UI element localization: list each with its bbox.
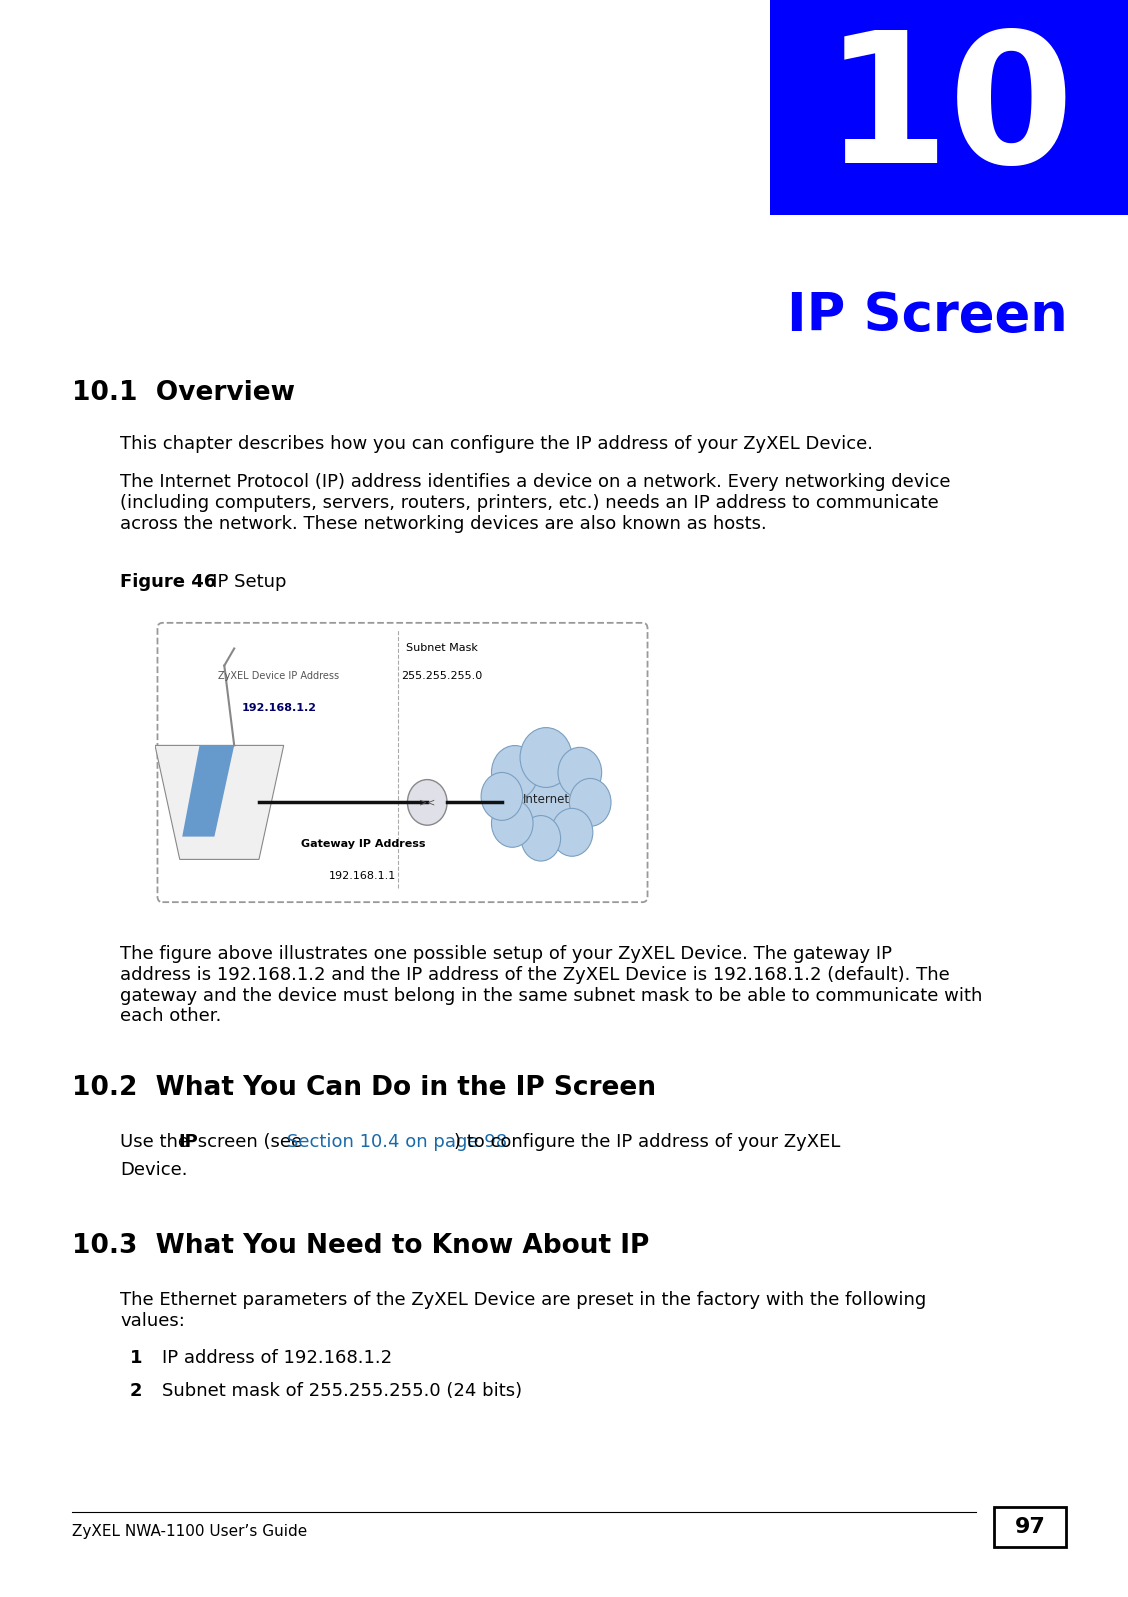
Ellipse shape bbox=[500, 763, 593, 842]
Circle shape bbox=[552, 808, 593, 856]
Text: ZyXEL Device IP Address: ZyXEL Device IP Address bbox=[218, 671, 340, 682]
Text: 10.2  What You Can Do in the IP Screen: 10.2 What You Can Do in the IP Screen bbox=[72, 1075, 656, 1100]
Text: 1: 1 bbox=[130, 1349, 142, 1367]
Circle shape bbox=[520, 728, 572, 787]
Text: IP Screen: IP Screen bbox=[787, 291, 1068, 342]
Text: Subnet Mask: Subnet Mask bbox=[406, 644, 478, 653]
Text: 97: 97 bbox=[1014, 1517, 1046, 1536]
Text: Internet: Internet bbox=[522, 794, 570, 806]
Circle shape bbox=[481, 773, 522, 821]
Text: Device.: Device. bbox=[120, 1161, 187, 1179]
Circle shape bbox=[492, 746, 538, 800]
Text: ><: >< bbox=[420, 797, 435, 808]
Circle shape bbox=[407, 779, 447, 826]
Polygon shape bbox=[183, 746, 235, 837]
Text: Gateway IP Address: Gateway IP Address bbox=[301, 840, 425, 850]
Text: 192.168.1.1: 192.168.1.1 bbox=[329, 870, 397, 882]
Circle shape bbox=[558, 747, 601, 797]
Text: IP: IP bbox=[178, 1132, 197, 1151]
Text: The Ethernet parameters of the ZyXEL Device are preset in the factory with the f: The Ethernet parameters of the ZyXEL Dev… bbox=[120, 1290, 926, 1330]
Text: Figure 46: Figure 46 bbox=[120, 573, 217, 591]
Text: Use the: Use the bbox=[120, 1132, 195, 1151]
Text: 255.255.255.0: 255.255.255.0 bbox=[402, 671, 483, 682]
Circle shape bbox=[492, 800, 534, 848]
Bar bbox=[994, 1508, 1066, 1547]
Text: 10.1  Overview: 10.1 Overview bbox=[72, 380, 296, 406]
Text: This chapter describes how you can configure the IP address of your ZyXEL Device: This chapter describes how you can confi… bbox=[120, 434, 873, 454]
Text: 192.168.1.2: 192.168.1.2 bbox=[241, 703, 316, 712]
Text: screen (see: screen (see bbox=[193, 1132, 308, 1151]
Text: ZyXEL NWA-1100 User’s Guide: ZyXEL NWA-1100 User’s Guide bbox=[72, 1524, 307, 1540]
Text: IP Setup: IP Setup bbox=[195, 573, 287, 591]
Text: 10.3  What You Need to Know About IP: 10.3 What You Need to Know About IP bbox=[72, 1233, 650, 1258]
Text: The Internet Protocol (IP) address identifies a device on a network. Every netwo: The Internet Protocol (IP) address ident… bbox=[120, 473, 951, 533]
Text: Subnet mask of 255.255.255.0 (24 bits): Subnet mask of 255.255.255.0 (24 bits) bbox=[162, 1381, 522, 1401]
Polygon shape bbox=[155, 746, 284, 859]
Text: Section 10.4 on page 98: Section 10.4 on page 98 bbox=[287, 1132, 506, 1151]
Circle shape bbox=[570, 778, 611, 826]
Text: IP address of 192.168.1.2: IP address of 192.168.1.2 bbox=[162, 1349, 393, 1367]
Bar bbox=[770, 0, 1128, 216]
Text: 2: 2 bbox=[130, 1381, 142, 1401]
Text: The figure above illustrates one possible setup of your ZyXEL Device. The gatewa: The figure above illustrates one possibl… bbox=[120, 945, 982, 1025]
Text: ) to configure the IP address of your ZyXEL: ) to configure the IP address of your Zy… bbox=[453, 1132, 840, 1151]
Text: 10: 10 bbox=[823, 24, 1075, 201]
Circle shape bbox=[521, 816, 561, 861]
